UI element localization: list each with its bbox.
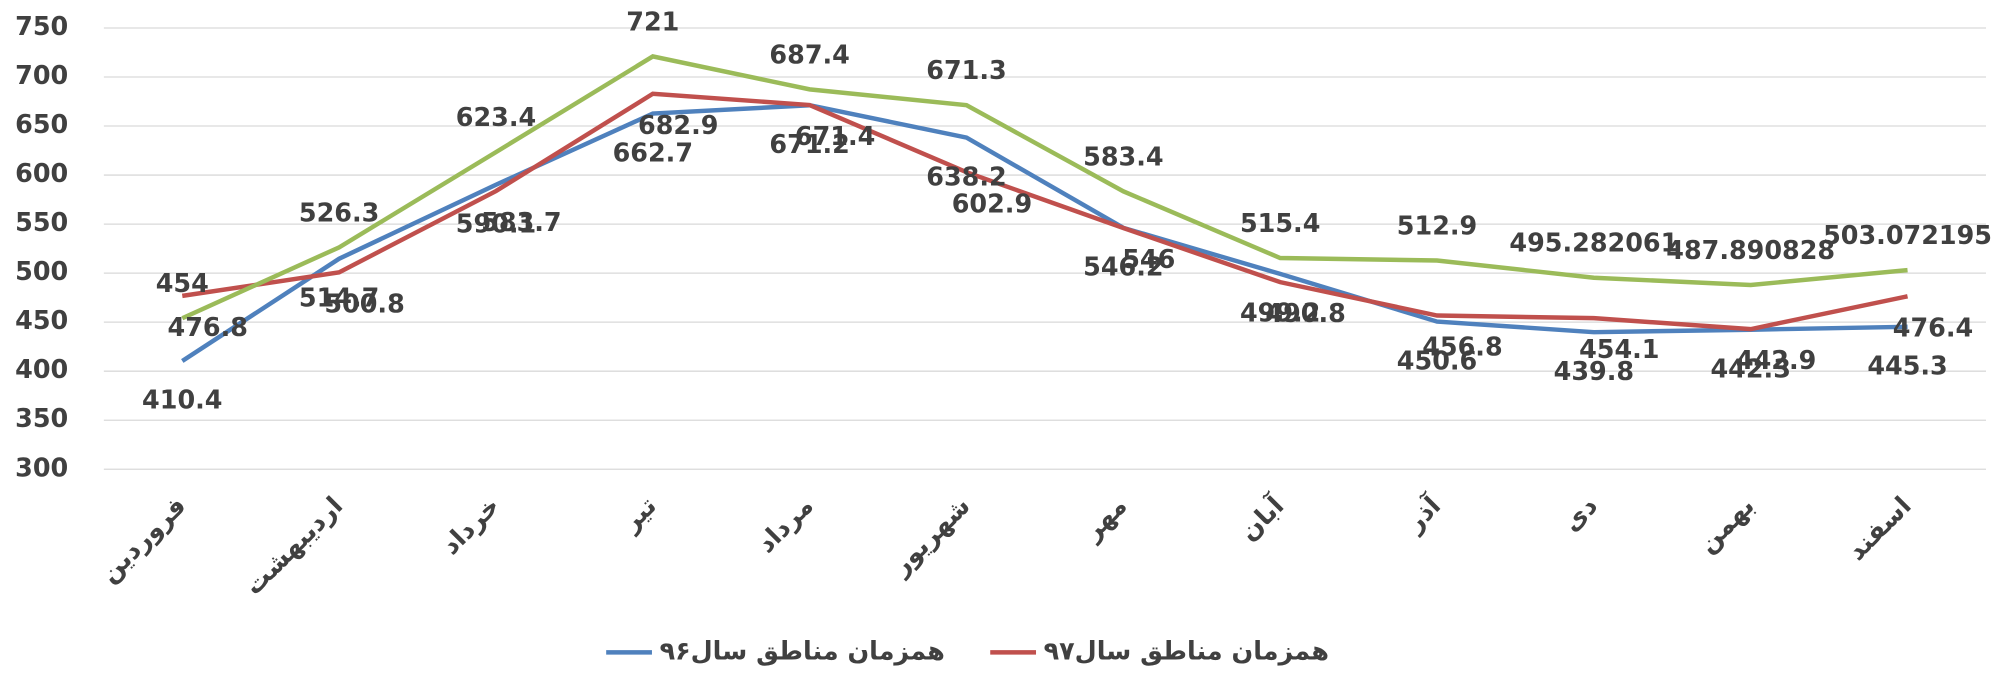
- y-tick-label: 400: [15, 354, 68, 384]
- legend-label: همزمان مناطق سال۹۷: [1044, 635, 1329, 666]
- data-label: 682.9: [638, 110, 718, 140]
- legend-label: همزمان مناطق سال۹۶: [660, 635, 945, 666]
- x-tick-label: بهمن: [1692, 490, 1761, 559]
- y-tick-label: 700: [15, 60, 68, 90]
- data-label: 721: [626, 6, 679, 36]
- data-label: 590.1: [456, 208, 536, 238]
- series-line: [181, 103, 1908, 363]
- data-label: 445.3: [1867, 350, 1947, 380]
- x-tick-label: اردیبهشت: [238, 490, 349, 601]
- y-tick-label: 300: [15, 452, 68, 482]
- series-line: [181, 54, 1908, 321]
- data-label: 662.7: [613, 137, 693, 167]
- data-label: 442.9: [1736, 345, 1816, 375]
- data-label: 623.4: [456, 102, 536, 132]
- data-label: 499.2: [1240, 298, 1320, 328]
- data-label: 476.8: [168, 312, 248, 342]
- data-label: 671.4: [795, 121, 875, 151]
- data-label: 583.7: [481, 207, 561, 237]
- y-tick-label: 650: [15, 109, 68, 139]
- data-label: 487.890828: [1666, 235, 1835, 265]
- data-label: 490.8: [1265, 298, 1345, 328]
- data-label: 687.4: [769, 39, 849, 69]
- y-tick-label: 350: [15, 403, 68, 433]
- x-tick-label: آبان: [1232, 489, 1290, 547]
- series-line: [181, 91, 1909, 332]
- data-label: 515.4: [1240, 208, 1320, 238]
- x-tick-label: مرداد: [751, 490, 820, 559]
- data-label: 546: [1122, 244, 1175, 274]
- data-label: 546.2: [1083, 252, 1163, 282]
- data-label: 500.8: [324, 288, 404, 318]
- data-label: 454.1: [1579, 334, 1659, 364]
- y-tick-label: 450: [15, 305, 68, 335]
- data-label: 442.3: [1710, 353, 1790, 383]
- data-label: 450.6: [1397, 345, 1477, 375]
- data-label: 514.7: [299, 282, 379, 312]
- data-label: 495.282061: [1509, 228, 1678, 258]
- y-tick-label: 500: [15, 256, 68, 286]
- data-label: 439.8: [1554, 356, 1634, 386]
- data-label: 526.3: [299, 197, 379, 227]
- data-label: 454: [156, 268, 209, 298]
- x-tick-label: فروردین: [94, 490, 193, 589]
- data-label: 583.4: [1083, 141, 1163, 171]
- y-tick-label: 750: [15, 11, 68, 41]
- data-label: 671.2: [769, 129, 849, 159]
- y-tick-label: 550: [15, 207, 68, 237]
- data-label: 671.3: [926, 55, 1006, 85]
- x-tick-label: مهر: [1076, 490, 1134, 548]
- data-label: 638.2: [926, 161, 1006, 191]
- y-tick-label: 600: [15, 158, 68, 188]
- data-label: 456.8: [1422, 332, 1502, 362]
- x-tick-label: آذر: [1397, 489, 1447, 539]
- x-tick-label: شهریور: [884, 490, 976, 582]
- data-label: 503.072195: [1823, 220, 1992, 250]
- data-label: 512.9: [1397, 210, 1477, 240]
- x-tick-label: تیر: [614, 490, 663, 539]
- data-label: 410.4: [142, 385, 222, 415]
- data-label: 602.9: [952, 188, 1032, 218]
- x-tick-label: خرداد: [435, 490, 506, 561]
- data-label: 476.4: [1893, 312, 1973, 342]
- x-tick-label: اسفند: [1841, 490, 1917, 566]
- x-tick-label: دی: [1556, 490, 1603, 537]
